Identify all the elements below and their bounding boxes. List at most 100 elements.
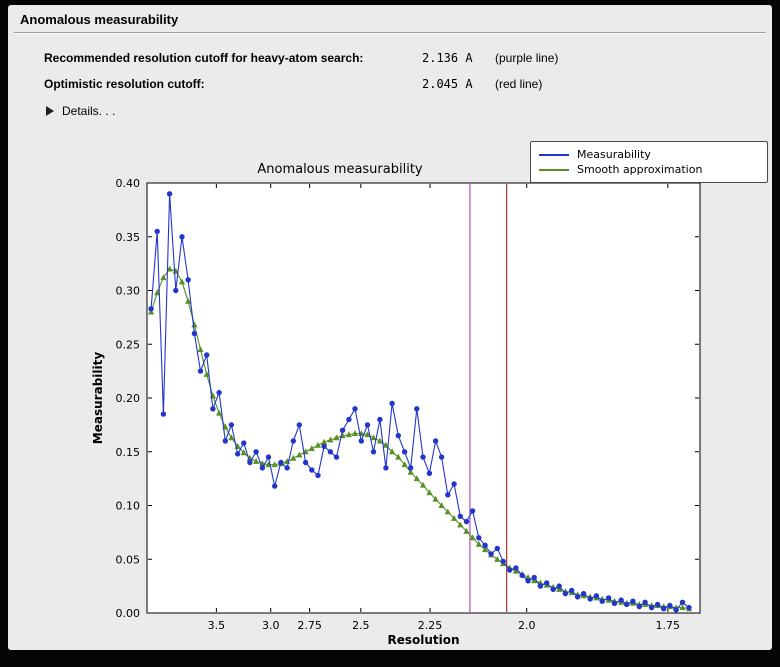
measurability-point [630,598,636,604]
measurability-point [574,594,581,600]
smooth-point [197,346,204,353]
smooth-point [314,441,322,448]
measurability-point [544,580,550,586]
measurability-point [259,465,266,471]
y-tick-label: 0.10 [116,500,141,513]
measurability-point [587,596,593,602]
measurability-point [265,454,272,460]
measurability-point [333,454,340,460]
smooth-point [494,555,501,562]
y-tick-label: 0.00 [116,607,141,620]
smooth-point [370,434,377,441]
smooth-point [413,475,420,482]
measurability-point [605,595,612,601]
measurability-point [667,602,673,609]
y-tick-label: 0.25 [116,338,141,351]
x-axis-label: Resolution [387,633,459,647]
smooth-point [296,451,303,458]
measurability-point [686,604,692,611]
details-label: Details. . . [62,104,116,118]
smooth-point [401,461,408,468]
legend-line-smooth-approximation-icon [539,168,569,171]
smooth-point [444,508,451,515]
smooth-point [308,445,315,451]
measurability-point [278,459,284,466]
measurability-point [370,449,377,455]
x-tick-label: 2.0 [518,619,536,632]
measurability-point [611,600,618,606]
smooth-point [240,449,247,456]
anomalous-measurability-panel: Anomalous measurability Recommended reso… [8,5,772,650]
measurability-point [247,459,253,466]
smooth-point [457,521,464,528]
measurability-point [401,449,408,455]
measurability-point [673,607,679,613]
measurability-point [661,606,667,612]
smooth-point [321,438,328,445]
smooth-point [419,481,427,488]
measurability-point [395,432,401,439]
measurability-point [173,287,179,294]
measurability-point [494,545,500,552]
y-tick-label: 0.40 [116,177,141,190]
legend-label-smooth-approximation: Smooth approximation [577,163,703,176]
measurability-point [414,406,420,412]
measurability-point [618,597,624,603]
legend-line-measurability-icon [539,153,569,156]
measurability-point [525,578,531,584]
smooth-point [512,567,519,574]
smooth-point [531,577,538,584]
smooth-point [376,437,383,444]
smooth-point [482,546,489,553]
details-disclosure[interactable]: Details. . . [46,104,115,118]
smooth-point [407,468,414,475]
measurability-point [420,454,426,460]
measurability-point [358,438,364,444]
smooth-point [290,454,297,461]
measurability-point [148,306,154,312]
measurability-point [321,443,327,450]
measurability-point [636,603,642,610]
measurability-point [216,389,222,396]
legend-entry-measurability: Measurability [539,147,759,162]
y-tick-label: 0.20 [116,392,141,405]
chart-canvas: 0.00 0.05 0.10 0.15 0.20 0.25 0.30 0.35 0.40 3.5 3… [91,162,701,647]
smooth-point [148,308,155,315]
y-tick-label: 0.15 [116,446,141,459]
measurability-point [339,427,346,433]
smooth-point [679,604,686,611]
x-tick-label: 3.0 [262,619,280,632]
measurability-point [222,438,228,444]
measurability-point [550,586,556,593]
smooth-point [191,321,198,328]
measurability-point [327,449,334,455]
recommended-cutoff-note: (purple line) [495,51,559,65]
smooth-point [556,586,563,592]
measurability-point [599,598,605,604]
measurability-point [463,518,470,525]
measurability-point [302,459,309,466]
measurability-point [624,601,630,608]
chart-legend: Measurability Smooth approximation [530,141,768,183]
smooth-point [185,297,192,304]
x-tick-label: 1.75 [656,619,681,632]
measurability-point [389,400,395,407]
measurability-point [507,567,513,573]
smooth-point [451,515,458,521]
plot-area [146,182,701,614]
measurability-point [408,465,414,471]
chart-title: Anomalous measurability [257,162,423,177]
measurability-point [253,449,259,455]
x-tick-label: 2.5 [352,619,370,632]
measurability-point [438,454,445,460]
smooth-point [216,409,223,416]
measurability-point [241,440,247,446]
measurability-point [204,352,210,358]
measurability-point [228,422,235,428]
measurability-point [469,508,476,514]
measurability-point [191,330,198,337]
measurability-point [284,465,290,471]
smooth-point [432,495,439,502]
measurability-point [513,565,519,571]
optimistic-cutoff-value: 2.045 A [422,77,473,91]
